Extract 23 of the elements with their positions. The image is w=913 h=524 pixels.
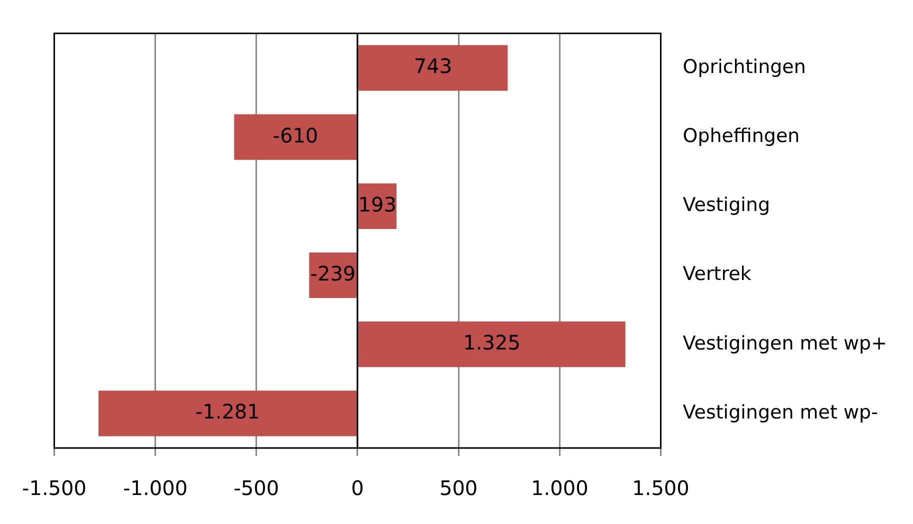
bar [98, 390, 357, 436]
bar [358, 322, 626, 368]
x-tick-label: 500 [439, 476, 478, 500]
y-tick-label: Vestiging [682, 194, 770, 216]
bar [358, 45, 508, 91]
y-tick-label: Vertrek [682, 263, 752, 286]
data-label: 193 [358, 192, 396, 216]
data-label: -610 [272, 123, 318, 148]
x-tick-label: -1.000 [123, 476, 188, 500]
y-tick-label: Oprichtingen [682, 56, 806, 78]
data-label: -1.281 [195, 400, 260, 424]
y-tick-label: Vestigingen met wp+ [682, 332, 888, 354]
x-tick-label: 1.000 [531, 476, 588, 500]
y-tick-label: Vestigingen met wp- [682, 401, 878, 424]
data-label: 743 [414, 54, 452, 78]
x-tick-label: 0 [351, 476, 364, 500]
y-tick-label: Opheffingen [682, 124, 800, 147]
data-label: -239 [310, 261, 356, 286]
bar [234, 114, 357, 160]
x-tick-label: -500 [234, 476, 280, 500]
data-label: 1.325 [463, 330, 520, 355]
x-tick-label: -1.500 [22, 476, 86, 500]
x-tick-label: 1.500 [632, 476, 690, 500]
